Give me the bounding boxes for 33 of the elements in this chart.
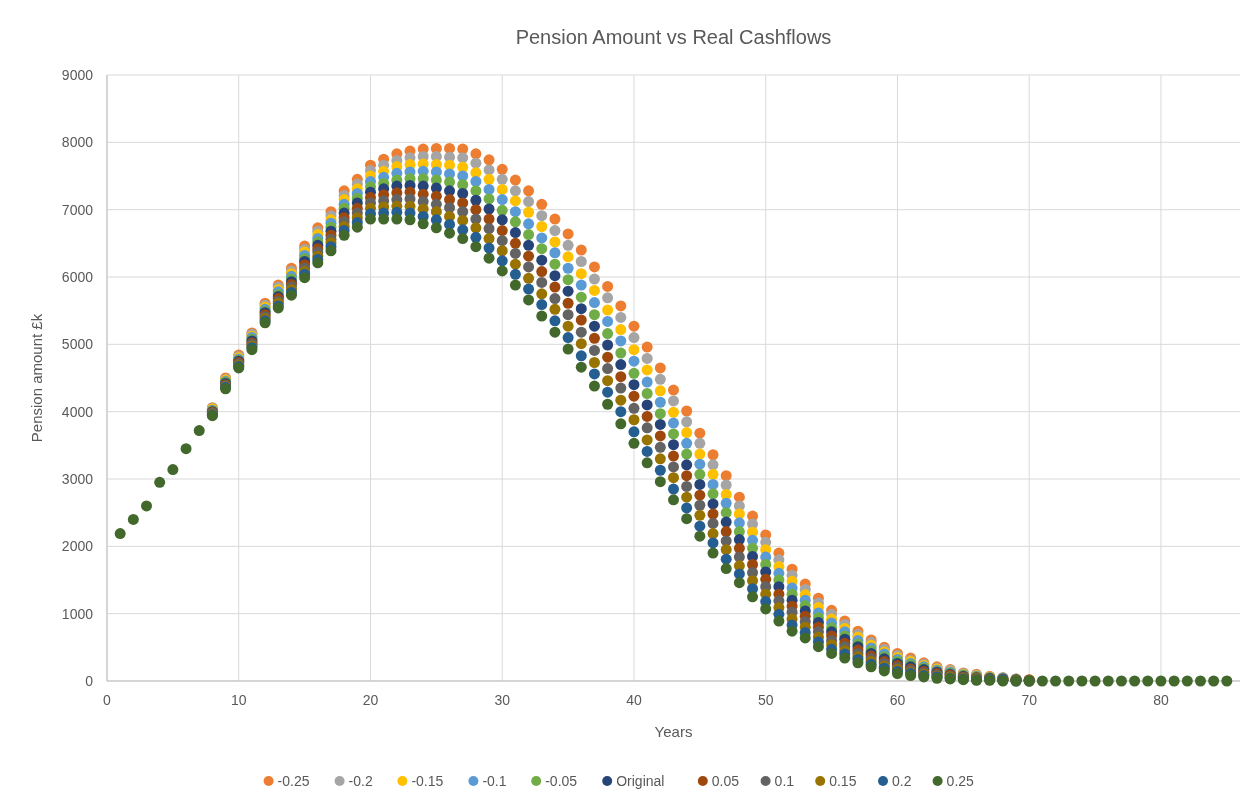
x-tick-label: 40 [626, 692, 642, 708]
x-tick-label: 80 [1153, 692, 1169, 708]
y-tick-label: 8000 [61, 134, 94, 151]
y-tick-label: 7000 [61, 201, 94, 218]
y-tick-label: 0 [85, 672, 94, 689]
x-tick-label: 0 [103, 692, 112, 708]
legend-label: -0.25 [277, 772, 310, 789]
y-tick-label: 5000 [61, 336, 94, 353]
y-tick-label: 1000 [61, 605, 94, 622]
legend-label: Original [616, 772, 665, 789]
x-tick-label: 20 [362, 692, 379, 708]
x-tick-label: 50 [757, 692, 774, 708]
legend-label: 0.1 [774, 772, 795, 789]
legend-label: -0.2 [348, 772, 373, 789]
legend-label: -0.15 [411, 772, 444, 789]
chart-title: Pension Amount vs Real Cashflows [515, 26, 832, 48]
y-tick-label: 3000 [61, 470, 94, 487]
legend-label: -0.05 [545, 772, 578, 789]
x-tick-label: 60 [889, 692, 906, 708]
y-tick-label: 6000 [61, 268, 94, 285]
y-tick-label: 9000 [61, 66, 94, 83]
x-axis-title: Years [654, 723, 693, 740]
y-tick-label: 4000 [61, 403, 94, 420]
x-tick-label: 70 [1021, 692, 1038, 708]
legend-label: -0.1 [482, 772, 507, 789]
x-tick-label: 30 [494, 692, 511, 708]
y-tick-label: 2000 [61, 538, 94, 555]
x-tick-label: 10 [230, 692, 247, 708]
y-axis-title: Pension amount £k [28, 313, 45, 443]
legend-label: 0.25 [946, 772, 975, 789]
legend-label: 0.05 [711, 772, 740, 789]
legend-label: 0.15 [829, 772, 857, 789]
legend-label: 0.2 [892, 772, 912, 789]
